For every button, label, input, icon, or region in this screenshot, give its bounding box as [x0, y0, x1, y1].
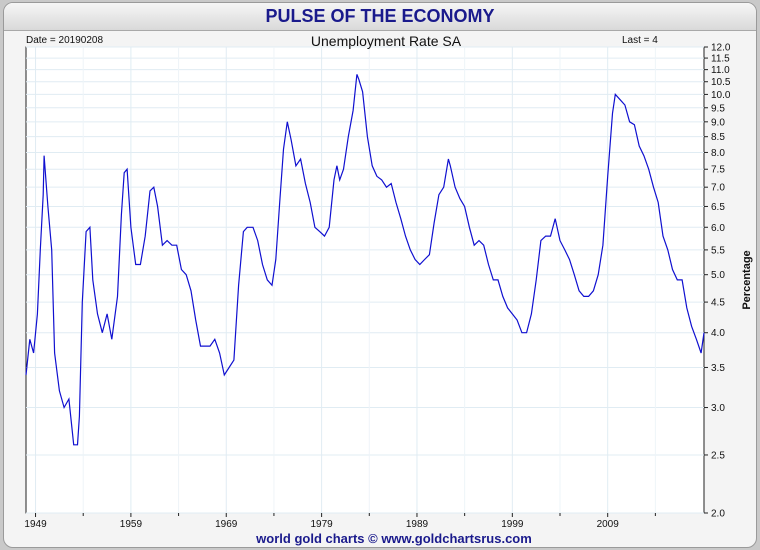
x-tick-label: 1979	[310, 519, 333, 530]
x-tick-label: 1969	[215, 519, 238, 530]
plot-area	[25, 46, 705, 514]
y-tick-label: 9.0	[711, 117, 725, 128]
x-tick-label: 1949	[24, 519, 47, 530]
y-tick-label: 6.5	[711, 202, 725, 213]
x-tick-label: 2009	[597, 519, 620, 530]
y-tick-label: 5.0	[711, 270, 725, 281]
y-tick-label: 4.5	[711, 298, 725, 309]
last-value-label: Last = 4	[622, 35, 658, 46]
y-tick-label: 3.5	[711, 363, 725, 374]
y-tick-label: 9.5	[711, 103, 725, 114]
y-tick-label: 7.0	[711, 183, 725, 194]
y-tick-label: 7.5	[711, 165, 725, 176]
x-tick-label: 1959	[120, 519, 143, 530]
y-tick-label: 8.5	[711, 132, 725, 143]
y-tick-label: 10.0	[711, 90, 731, 101]
y-tick-label: 2.5	[711, 450, 725, 461]
y-axis-label: Percentage	[741, 250, 753, 309]
y-tick-label: 11.0	[711, 65, 730, 76]
title-bar: PULSE OF THE ECONOMY	[4, 3, 756, 31]
page-title: PULSE OF THE ECONOMY	[265, 6, 495, 26]
y-tick-label: 5.5	[711, 245, 725, 256]
y-tick-label: 2.0	[711, 509, 725, 520]
x-tick-label: 1989	[406, 519, 429, 530]
unemployment-line	[25, 74, 705, 446]
chart-title: Unemployment Rate SA	[311, 33, 462, 49]
y-tick-label: 6.0	[711, 223, 725, 234]
x-tick-label: 1999	[501, 519, 524, 530]
y-tick-label: 11.5	[711, 54, 730, 65]
y-tick-label: 3.0	[711, 403, 725, 414]
date-label: Date = 20190208	[26, 35, 103, 46]
y-tick-label: 8.0	[711, 148, 725, 159]
y-tick-label: 10.5	[711, 77, 731, 88]
y-tick-label: 12.0	[711, 43, 731, 54]
footer-credit: world gold charts © www.goldchartsrus.co…	[255, 531, 532, 546]
y-tick-label: 4.0	[711, 328, 725, 339]
